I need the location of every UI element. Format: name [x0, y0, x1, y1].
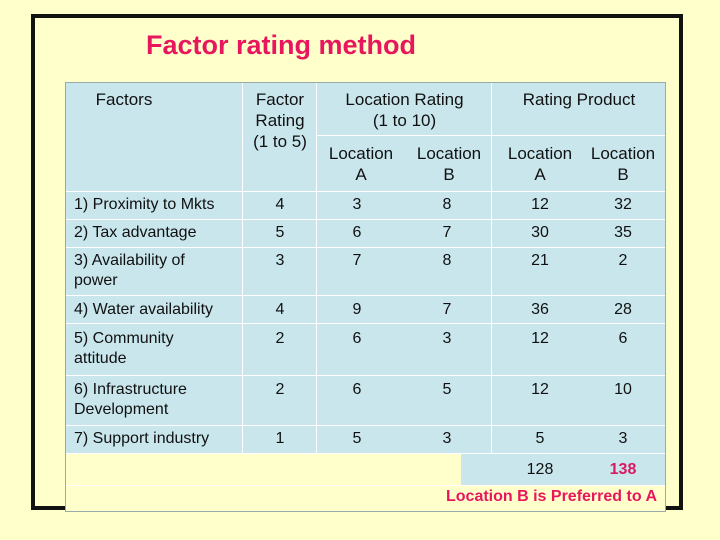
loc-b-cell: 8	[442, 252, 452, 269]
prod-b-cell: 2	[618, 252, 628, 269]
row-divider	[66, 453, 665, 454]
rating-cell: 2	[275, 330, 285, 347]
header-factors: Factors	[95, 90, 153, 109]
loc-a-cell: 6	[352, 224, 362, 241]
header-product-b: Location B	[590, 144, 656, 184]
rating-cell: 2	[275, 381, 285, 398]
loc-a-cell: 6	[352, 381, 362, 398]
prod-b-cell: 28	[614, 301, 632, 318]
col-divider	[491, 83, 492, 453]
loc-b-cell: 7	[442, 224, 452, 241]
factor-label: 7) Support industry	[74, 430, 210, 447]
header-product-a: Location A	[507, 144, 573, 184]
factor-label: 1) Proximity to Mkts	[74, 196, 215, 213]
rating-cell: 1	[275, 430, 285, 447]
row-divider	[66, 219, 665, 220]
rating-cell: 4	[275, 196, 285, 213]
rating-cell: 3	[275, 252, 285, 269]
col-divider	[242, 83, 243, 453]
prod-a-cell: 12	[531, 196, 549, 213]
factor-label: 5) Community attitude	[74, 330, 174, 367]
totals-panel	[461, 453, 665, 485]
row-divider	[66, 191, 665, 192]
row-divider	[66, 485, 665, 486]
row-divider	[66, 295, 665, 296]
prod-a-cell: 36	[531, 301, 549, 318]
row-divider	[66, 375, 665, 376]
prod-b-cell: 10	[614, 381, 632, 398]
prod-b-cell: 35	[614, 224, 632, 241]
col-divider	[316, 83, 317, 453]
loc-a-cell: 6	[352, 330, 362, 347]
conclusion-text: Location B is Preferred to A	[446, 488, 657, 505]
row-divider	[66, 425, 665, 426]
factor-label: 6) Infrastructure Development	[74, 381, 187, 418]
rating-cell: 4	[275, 301, 285, 318]
factor-label: 2) Tax advantage	[74, 224, 197, 241]
header-panel	[66, 83, 665, 191]
loc-b-cell: 3	[442, 330, 452, 347]
rating-cell: 5	[275, 224, 285, 241]
factor-rating-table: Factors Factor Rating (1 to 5) Location …	[65, 82, 666, 512]
row-divider	[66, 323, 665, 324]
prod-a-cell: 5	[535, 430, 545, 447]
header-location-a: Location A	[328, 144, 394, 184]
row-divider	[66, 247, 665, 248]
prod-a-cell: 21	[531, 252, 549, 269]
loc-b-cell: 7	[442, 301, 452, 318]
factor-label: 3) Availability of power	[74, 252, 185, 289]
factor-label: 4) Water availability	[74, 301, 214, 318]
total-location-a: 128	[526, 461, 554, 478]
body-panel-left	[66, 191, 665, 453]
prod-b-cell: 32	[614, 196, 632, 213]
header-rating-product: Rating Product	[522, 90, 636, 109]
loc-a-cell: 5	[352, 430, 362, 447]
loc-b-cell: 5	[442, 381, 452, 398]
prod-b-cell: 3	[618, 430, 628, 447]
loc-b-cell: 3	[442, 430, 452, 447]
prod-a-cell: 12	[531, 381, 549, 398]
page-title: Factor rating method	[146, 30, 417, 60]
header-location-rating: Location Rating (1 to 10)	[345, 90, 464, 130]
prod-a-cell: 30	[531, 224, 549, 241]
loc-b-cell: 8	[442, 196, 452, 213]
header-location-b: Location B	[416, 144, 482, 184]
loc-a-cell: 9	[352, 301, 362, 318]
total-location-b: 138	[609, 461, 637, 478]
header-divider	[316, 135, 665, 136]
prod-b-cell: 6	[618, 330, 628, 347]
loc-a-cell: 7	[352, 252, 362, 269]
header-factor-rating: Factor Rating (1 to 5)	[253, 90, 307, 151]
loc-a-cell: 3	[352, 196, 362, 213]
prod-a-cell: 12	[531, 330, 549, 347]
